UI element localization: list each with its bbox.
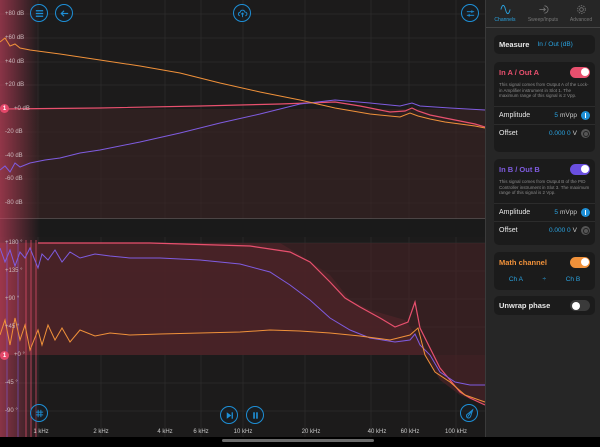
crosshair-grid-icon (35, 409, 43, 417)
unwrap-phase-card: Unwrap phase (494, 296, 595, 315)
channel-a-offset-row[interactable]: Offset 0.000 0 V (494, 124, 595, 142)
back-button[interactable] (55, 4, 73, 22)
phase-axis-label: +90 ° (5, 296, 20, 302)
reference-marker-magnitude[interactable]: 1 (0, 104, 9, 113)
tab-channels[interactable]: Channels (486, 0, 524, 27)
y-axis-label: +0 dB (14, 106, 30, 112)
phase-axis-label: -45 ° (5, 380, 18, 386)
hamburger-menu-icon (35, 9, 43, 17)
x-axis-label: 1 kHz (33, 429, 49, 435)
phase-axis-label: +180 ° (5, 240, 23, 246)
amplitude-label: Amplitude (499, 209, 531, 216)
gear-icon (576, 5, 586, 14)
channel-b-description: This signal comes from Output B of the P… (499, 179, 590, 195)
settings-toggle-button[interactable] (461, 4, 479, 22)
y-axis-label: -80 dB (5, 200, 23, 206)
x-axis-label: 40 kHz (367, 429, 387, 435)
x-axis-label: 4 kHz (157, 429, 173, 435)
amplitude-value: 5 (554, 112, 559, 119)
bode-plot-area[interactable]: +80 dB +60 dB +40 dB +20 dB +0 dB -20 dB… (0, 0, 485, 437)
x-axis-label: 20 kHz (301, 429, 321, 435)
phase-axis-label: +135 ° (5, 268, 23, 274)
cursor-tool-button[interactable] (460, 404, 478, 422)
channel-a-title: In A / Out A (499, 67, 539, 77)
amplitude-value: 5 (554, 209, 559, 216)
bode-plot-graph (0, 0, 485, 437)
crosshair-grid-button[interactable] (30, 404, 48, 422)
offset-unit: V (572, 227, 577, 234)
input-arrow-icon (538, 5, 548, 14)
x-axis-label: 60 kHz (400, 429, 420, 435)
channel-b-amplitude-row[interactable]: Amplitude 5 mVpp (494, 203, 595, 221)
channel-b-card: In B / Out B This signal comes from Outp… (494, 159, 595, 245)
math-channel-card: Math channel Ch A ÷ Ch B (494, 252, 595, 290)
y-axis-label: -20 dB (5, 129, 23, 135)
bottom-safe-area (0, 437, 600, 447)
unwrap-phase-toggle[interactable] (570, 300, 590, 311)
zero-offset-icon[interactable] (581, 226, 590, 235)
y-axis-label: -40 dB (5, 153, 23, 159)
channel-a-amplitude-row[interactable]: Amplitude 5 mVpp (494, 106, 595, 124)
play-step-icon (226, 411, 233, 419)
math-operator[interactable]: ÷ (542, 275, 547, 283)
offset-label: Offset (499, 227, 518, 234)
x-axis-label: 6 kHz (193, 429, 209, 435)
tab-advanced[interactable]: Advanced (562, 0, 600, 27)
x-axis-label: 2 kHz (93, 429, 109, 435)
home-indicator[interactable] (222, 439, 374, 442)
channel-a-card: In A / Out A This signal comes from Outp… (494, 62, 595, 152)
zero-offset-icon[interactable] (581, 129, 590, 138)
offset-value: 0.000 0 (548, 130, 571, 137)
cursor-tool-icon (465, 407, 474, 418)
settings-panel: Channels Sweep/Inputs Advanced Measure I… (485, 0, 600, 437)
y-axis-label: +40 dB (5, 59, 25, 65)
menu-button[interactable] (30, 4, 48, 22)
channel-a-description: This signal comes from Output A of the L… (499, 82, 589, 98)
y-axis-label: -60 dB (5, 176, 23, 182)
info-icon[interactable] (581, 208, 590, 217)
channel-a-toggle[interactable] (570, 66, 590, 78)
math-channel-toggle[interactable] (570, 256, 590, 268)
offset-label: Offset (499, 130, 518, 137)
amplitude-label: Amplitude (499, 112, 531, 119)
math-channel-title: Math channel (499, 257, 547, 267)
pause-icon (252, 411, 258, 419)
math-operand-b[interactable]: Ch B (565, 275, 581, 283)
upload-button[interactable] (233, 4, 251, 22)
math-operand-a[interactable]: Ch A (508, 275, 523, 283)
y-axis-label: +20 dB (5, 82, 25, 88)
offset-value: 0.000 0 (548, 227, 571, 234)
x-axis-label: 100 kHz (444, 429, 468, 435)
phase-axis-label: -90 ° (5, 408, 18, 414)
phase-axis-label: +0 ° (14, 352, 25, 358)
tab-sweep-inputs[interactable]: Sweep/Inputs (524, 0, 562, 27)
channel-b-title: In B / Out B (499, 164, 540, 174)
cloud-upload-icon (237, 9, 247, 17)
reference-marker-phase[interactable]: 1 (0, 351, 9, 360)
measure-label: Measure (499, 40, 530, 49)
amplitude-unit: mVpp (560, 112, 577, 119)
single-step-button[interactable] (220, 406, 238, 424)
offset-unit: V (572, 130, 577, 137)
channel-b-toggle[interactable] (570, 163, 590, 175)
panel-tabs: Channels Sweep/Inputs Advanced (486, 0, 600, 28)
y-axis-label: +60 dB (5, 35, 25, 41)
measure-selector[interactable]: Measure In / Out (dB) (494, 35, 595, 54)
arrow-left-icon (59, 9, 68, 17)
sliders-toggle-icon (466, 9, 474, 17)
phase-axis-label: +45 ° (5, 324, 20, 330)
x-axis-label: 10 kHz (233, 429, 253, 435)
y-axis-label: +80 dB (5, 11, 25, 17)
info-icon[interactable] (581, 111, 590, 120)
pause-button[interactable] (246, 406, 264, 424)
unwrap-phase-label: Unwrap phase (499, 301, 551, 310)
sine-wave-icon (499, 4, 511, 15)
measure-value: In / Out (dB) (537, 41, 573, 48)
channel-b-offset-row[interactable]: Offset 0.000 0 V (494, 221, 595, 239)
amplitude-unit: mVpp (560, 209, 577, 216)
